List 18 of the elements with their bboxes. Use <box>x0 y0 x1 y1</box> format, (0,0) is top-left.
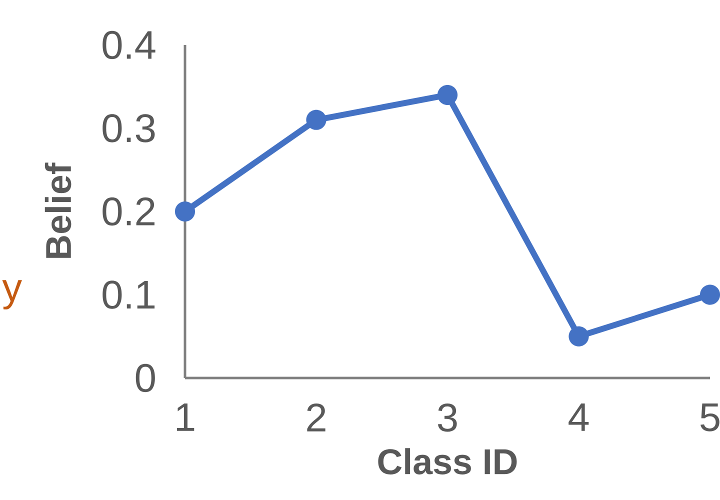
point <box>174 201 196 222</box>
point <box>306 110 326 130</box>
text: y <box>2 280 22 310</box>
point <box>700 284 720 305</box>
y-tick-label: 0.2 <box>102 197 154 226</box>
y-tick-label: 0.3 <box>102 114 155 142</box>
x-tick-label: 5 <box>700 404 720 432</box>
y-axis-title: Belief <box>44 162 72 258</box>
y-tick-label: 0.1 <box>102 280 155 309</box>
y-tick-label: 0 <box>136 364 155 392</box>
x-tick-label: 2 <box>307 404 326 432</box>
y-tick-label: 0.4 <box>102 30 156 60</box>
point <box>437 84 458 106</box>
x-tick-label: 4 <box>568 404 589 431</box>
point <box>568 326 589 346</box>
x-tick-label: 1 <box>176 404 194 431</box>
x-tick-label: 3 <box>438 404 457 432</box>
x-axis-title: Class ID <box>378 448 517 474</box>
